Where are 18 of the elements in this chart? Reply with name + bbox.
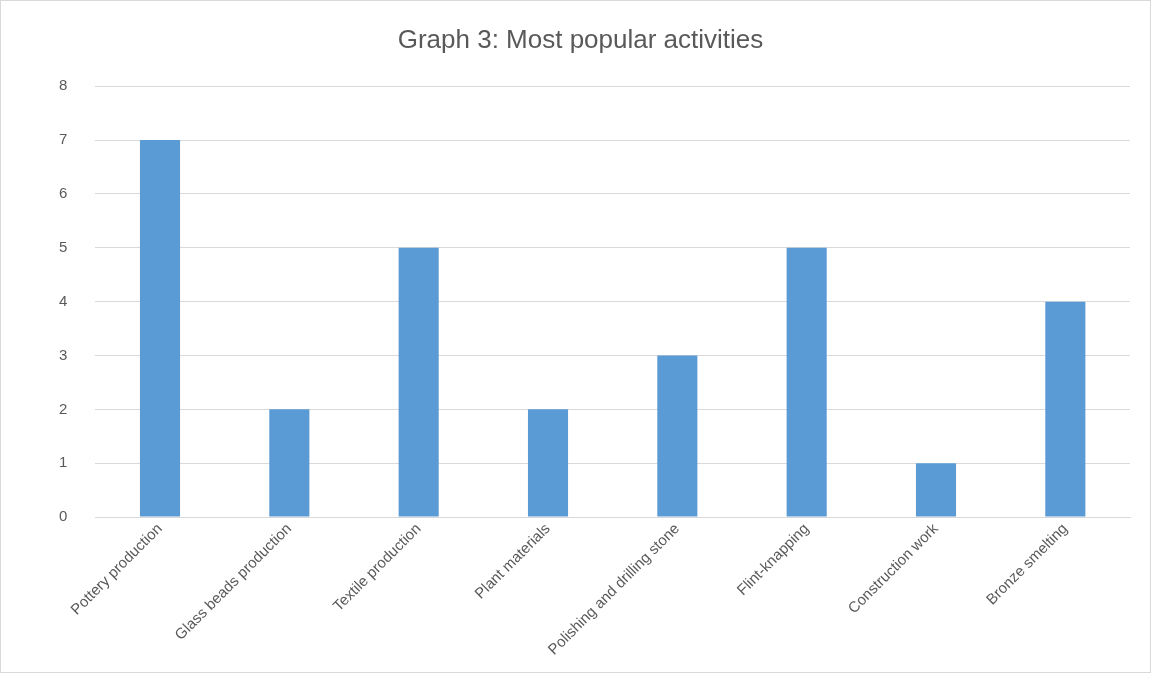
bar xyxy=(915,463,957,517)
bar xyxy=(269,409,310,517)
y-tick-label: 5 xyxy=(59,237,68,255)
y-tick-label: 2 xyxy=(59,399,68,417)
bar xyxy=(139,140,181,517)
bar xyxy=(527,409,569,517)
y-tick-label: 1 xyxy=(59,453,68,471)
y-tick-label: 4 xyxy=(59,291,68,309)
bar xyxy=(786,247,827,517)
y-tick-label: 8 xyxy=(59,76,68,94)
bar xyxy=(1045,301,1086,517)
y-tick-label: 0 xyxy=(59,507,68,525)
bar xyxy=(398,247,439,517)
y-tick-label: 6 xyxy=(59,184,68,202)
chart-title: Graph 3: Most popular activities xyxy=(397,23,764,54)
y-tick-label: 7 xyxy=(59,130,68,148)
y-tick-label: 3 xyxy=(59,345,68,363)
bar xyxy=(657,355,698,517)
